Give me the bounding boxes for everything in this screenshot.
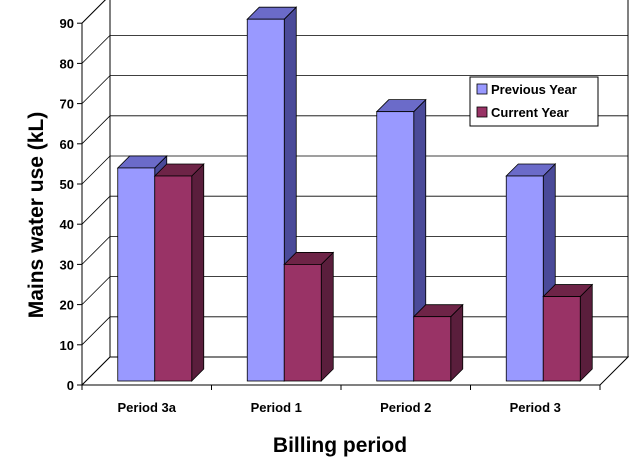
bar-front <box>376 111 415 382</box>
grid-line <box>81 235 628 265</box>
y-axis-ticks: 0 10 20 30 40 50 60 70 80 90 <box>60 16 83 393</box>
y-axis-title: Mains water use (kL) <box>25 112 48 319</box>
grid-line <box>81 0 106 24</box>
legend-box <box>469 76 599 127</box>
bar-front <box>283 264 322 382</box>
y-tick-label: 70 <box>60 97 74 112</box>
grid-line <box>81 35 628 64</box>
side-wall <box>81 0 111 387</box>
y-tick-label: 10 <box>60 338 74 353</box>
x-tick-label: Period 3a <box>117 400 176 415</box>
bar-side <box>320 251 334 382</box>
y-tick-label: 20 <box>60 298 74 313</box>
x-axis-ticks: Period 3a Period 1 Period 2 Period 3 <box>81 385 601 415</box>
x-tick-label: Period 2 <box>380 400 431 415</box>
bar-previous-year-period-2 <box>375 98 427 382</box>
bar-current-year-period-2 <box>412 303 464 382</box>
bar-current-year-period-3 <box>542 283 594 382</box>
bar-front <box>154 175 193 382</box>
y-tick-label: 80 <box>60 56 74 71</box>
grid-line <box>81 75 628 104</box>
y-tick-label: 90 <box>60 16 74 31</box>
bar-current-year-period-1 <box>283 251 335 382</box>
bar-front <box>505 175 544 382</box>
bar-side <box>579 283 593 382</box>
bar-front <box>413 316 452 382</box>
bar-front <box>117 167 156 382</box>
grid-line <box>81 115 628 145</box>
floor <box>80 356 629 386</box>
y-tick-label: 50 <box>60 177 74 192</box>
legend-swatch-current-year <box>476 106 488 118</box>
grid-line <box>81 276 628 305</box>
grid-line <box>81 155 628 185</box>
legend-swatch-previous-year <box>476 83 488 95</box>
y-tick-label: 0 <box>67 378 74 393</box>
bar-previous-year-period-1 <box>246 6 298 382</box>
bar-side <box>191 163 205 382</box>
x-tick-label: Period 1 <box>251 400 302 415</box>
bar-current-year-period-3a <box>153 163 205 382</box>
legend-label-previous-year: Previous Year <box>491 82 577 97</box>
bars <box>116 6 594 382</box>
legend: Previous Year Current Year <box>469 76 599 127</box>
bar-front <box>542 296 581 382</box>
bar-front <box>246 18 285 382</box>
y-tick-label: 60 <box>60 137 74 152</box>
x-tick-label: Period 3 <box>510 400 561 415</box>
grid-line <box>81 195 628 225</box>
y-tick-label: 30 <box>60 257 74 272</box>
y-tick-label: 40 <box>60 217 74 232</box>
legend-label-current-year: Current Year <box>491 105 569 120</box>
x-axis-title: Billing period <box>273 434 407 457</box>
bar-side <box>450 303 464 382</box>
